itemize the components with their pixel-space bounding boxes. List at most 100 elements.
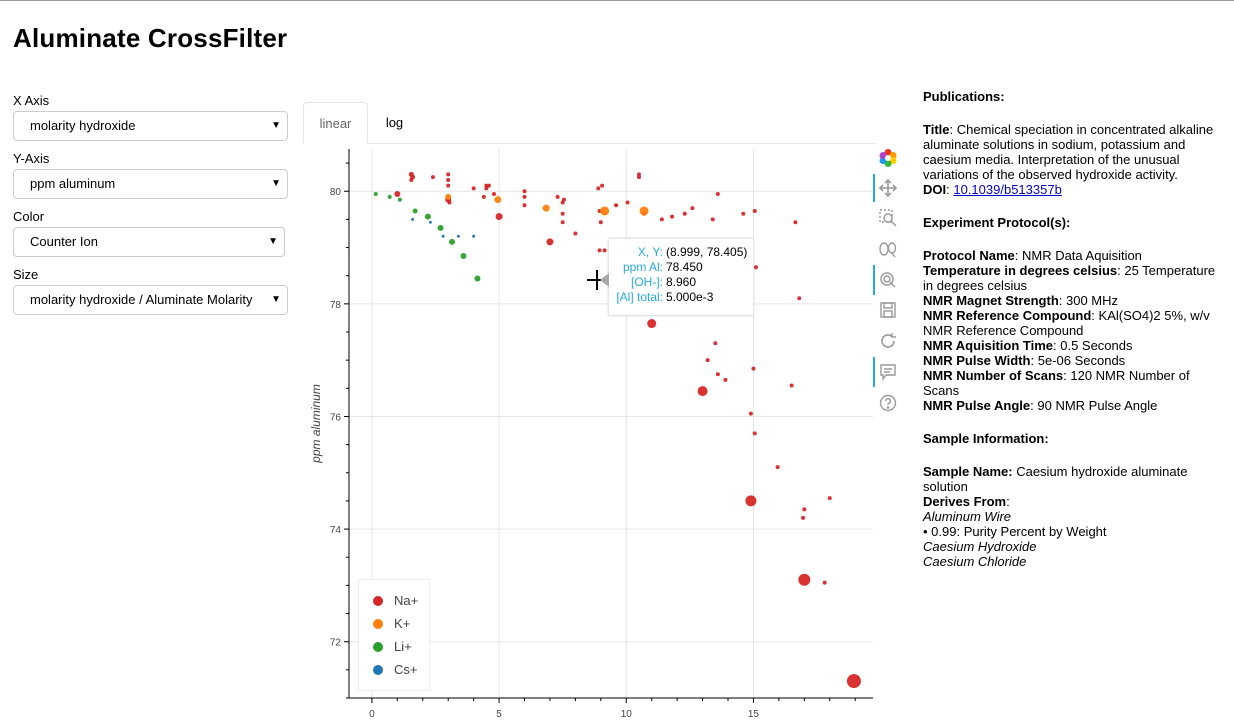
chevron-down-icon: ▼ xyxy=(271,178,281,189)
protocol-value: : 300 MHz xyxy=(1058,293,1119,308)
data-point xyxy=(745,495,757,507)
data-point xyxy=(602,248,607,253)
protocol-label: NMR Reference Compound xyxy=(923,308,1092,323)
x-axis-select[interactable]: molarity hydroxide ▼ xyxy=(13,111,288,141)
pan-icon[interactable] xyxy=(877,177,899,199)
y-tick-label: 80 xyxy=(330,187,342,198)
data-point xyxy=(827,496,832,501)
doi-link[interactable]: 10.1039/b513357b xyxy=(953,182,1062,197)
protocol-row: Protocol Name: NMR Data Aquisition xyxy=(923,248,1223,263)
color-select[interactable]: Counter Ion ▼ xyxy=(13,227,285,257)
lasso-select-icon[interactable] xyxy=(877,269,899,291)
data-point xyxy=(647,319,657,329)
protocol-value: : KAl(SO4)2 5%, w/v NMR Reference Compou… xyxy=(923,308,1210,338)
data-point xyxy=(561,197,566,202)
x-tick-label: 0 xyxy=(369,709,375,720)
sample-heading: Sample Information: xyxy=(923,431,1049,446)
data-point xyxy=(797,296,802,301)
bokeh-logo-icon[interactable] xyxy=(877,147,899,169)
protocol-label: Temperature in degrees celsius xyxy=(923,263,1118,278)
data-point xyxy=(495,213,503,221)
tooltip-row: [OH-]: 8.960 xyxy=(609,275,753,290)
data-point xyxy=(449,238,456,245)
tooltip-key: [Al] total: xyxy=(616,290,663,304)
data-point xyxy=(491,192,496,197)
chevron-down-icon: ▼ xyxy=(271,120,281,131)
data-point xyxy=(573,231,578,236)
data-point xyxy=(752,431,757,436)
data-point xyxy=(639,206,649,216)
legend-label: Cs+ xyxy=(394,662,418,677)
protocol-row: NMR Magnet Strength: 300 MHz xyxy=(923,293,1223,308)
tab-log[interactable]: log xyxy=(385,115,404,130)
data-point xyxy=(715,372,720,377)
x-axis-label: X Axis xyxy=(13,93,50,108)
data-point xyxy=(397,197,402,202)
protocol-value: : NMR Data Aquisition xyxy=(1014,248,1142,263)
protocol-row: NMR Aquisition Time: 0.5 Seconds xyxy=(923,338,1223,353)
tooltip-key: ppm Al: xyxy=(622,260,663,274)
legend-label: K+ xyxy=(394,616,411,631)
help-icon[interactable] xyxy=(877,392,899,414)
publication-title: Title: Chemical speciation in concentrat… xyxy=(923,122,1223,182)
hover-icon[interactable] xyxy=(877,361,899,383)
data-point xyxy=(697,386,708,397)
sample-name-label: Sample Name: xyxy=(923,464,1013,479)
data-point xyxy=(430,175,435,180)
protocol-row: Temperature in degrees celsius: 25 Tempe… xyxy=(923,263,1223,293)
y-tick-label: 74 xyxy=(330,525,342,536)
data-point xyxy=(484,186,489,191)
derives-item: Caesium Chloride xyxy=(923,554,1027,569)
data-point xyxy=(387,194,392,199)
tooltip-row: X, Y: (8.999, 78.405) xyxy=(609,245,753,260)
protocol-value: : 25 Temperature in degrees celsius xyxy=(923,263,1216,293)
legend-label: Na+ xyxy=(394,593,419,608)
x-tick-label: 10 xyxy=(621,709,633,720)
data-point xyxy=(798,573,811,586)
tooltip-value: (8.999, 78.405) xyxy=(666,245,748,259)
legend-label: Li+ xyxy=(394,639,412,654)
size-label: Size xyxy=(13,267,39,282)
tooltip-key: X, Y: xyxy=(637,245,663,259)
tooltip-value: 5.000e-3 xyxy=(666,290,714,304)
plot-tabs: linear log xyxy=(303,102,875,144)
data-point xyxy=(394,191,401,198)
data-point xyxy=(560,220,565,225)
sample-name: Sample Name: Caesium hydroxide aluminate… xyxy=(923,464,1223,494)
wheel-zoom-icon[interactable] xyxy=(877,238,899,260)
data-point xyxy=(522,189,527,194)
protocol-row: NMR Pulse Width: 5e-06 Seconds xyxy=(923,353,1223,368)
tooltip-key: [OH-]: xyxy=(631,275,663,289)
info-panel: Publications: Title: Chemical speciation… xyxy=(923,89,1223,569)
legend-dot xyxy=(373,642,383,652)
data-point xyxy=(456,234,460,238)
data-point xyxy=(748,411,753,416)
data-point xyxy=(659,217,664,222)
data-point xyxy=(713,341,718,346)
scatter-plot[interactable]: 0 5 10 15 72 74 76 78 80 ppm aluminum xyxy=(303,143,903,721)
tab-linear[interactable]: linear xyxy=(303,102,368,144)
color-value: Counter Ion xyxy=(30,234,98,249)
data-point xyxy=(460,252,467,259)
data-point xyxy=(445,193,452,200)
tooltip-value: 8.960 xyxy=(666,275,697,289)
title-label: Title xyxy=(923,122,950,137)
reset-icon[interactable] xyxy=(877,330,899,352)
x-axis-value: molarity hydroxide xyxy=(30,118,136,133)
y-axis-select[interactable]: ppm aluminum ▼ xyxy=(13,169,288,199)
data-point xyxy=(494,196,502,204)
y-tick-label: 78 xyxy=(330,300,342,311)
protocol-row: NMR Pulse Angle: 90 NMR Pulse Angle xyxy=(923,398,1223,413)
data-point xyxy=(471,186,476,191)
data-point xyxy=(560,211,565,216)
protocol-label: Protocol Name xyxy=(923,248,1015,263)
x-tick-label: 15 xyxy=(748,709,760,720)
data-point xyxy=(409,177,414,182)
tooltip-row: ppm Al: 78.450 xyxy=(609,260,753,275)
save-icon[interactable] xyxy=(877,299,899,321)
data-point xyxy=(481,194,486,199)
data-point xyxy=(522,203,527,208)
size-select[interactable]: molarity hydroxide / Aluminate Molarity … xyxy=(13,285,288,315)
chevron-down-icon: ▼ xyxy=(268,236,278,247)
box-zoom-icon[interactable] xyxy=(877,207,899,229)
